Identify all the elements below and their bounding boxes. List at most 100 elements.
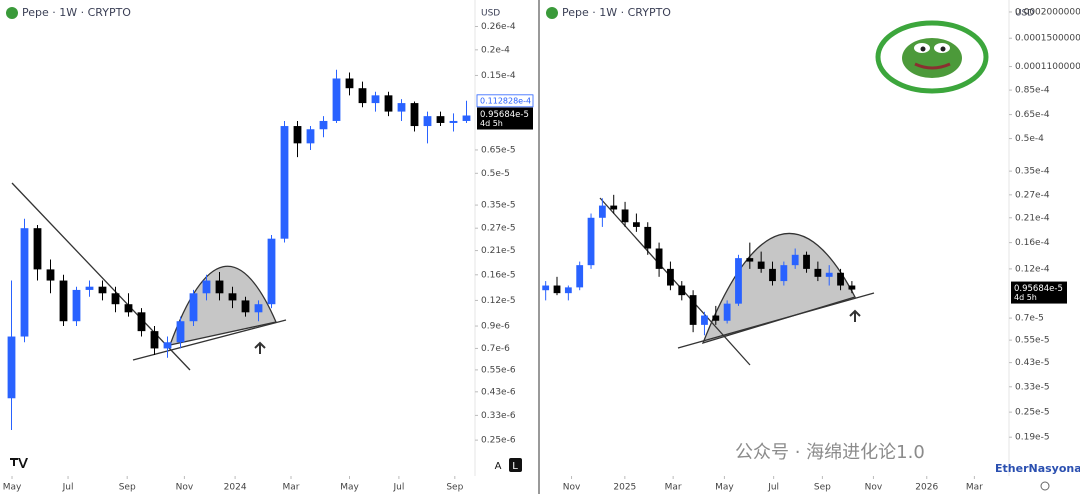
- x-tick-label: Jul: [392, 483, 404, 493]
- y-tick-label: 0.9e-6: [481, 322, 510, 332]
- candle-body: [621, 209, 629, 223]
- chart-title: Pepe · 1W · CRYPTO: [22, 6, 131, 19]
- x-tick-label: Nov: [176, 483, 194, 493]
- last-price-label: 0.95684e-5: [1014, 284, 1063, 294]
- y-tick-label: 0.35e-5: [481, 201, 516, 211]
- candle-body: [825, 272, 833, 277]
- y-tick-label: 0.21e-5: [481, 246, 516, 256]
- arrow: [254, 341, 266, 354]
- candle-body: [712, 315, 720, 321]
- candle-body: [837, 272, 844, 286]
- candle-body: [655, 248, 663, 269]
- trendline: [11, 182, 191, 371]
- x-tick-label: Jul: [62, 483, 74, 493]
- candle-body: [202, 280, 211, 294]
- candle-body: [85, 286, 94, 290]
- y-tick-label: 0.33e-6: [481, 411, 516, 421]
- currency: USD: [1015, 9, 1034, 19]
- x-tick-label: Sep: [814, 483, 831, 493]
- candle-body: [587, 217, 595, 266]
- y-tick-label: 0.85e-4: [1015, 86, 1050, 96]
- y-tick-label: 0.12e-4: [1015, 264, 1050, 274]
- left-annotations: [11, 182, 287, 371]
- y-tick-label: 0.2e-4: [481, 45, 510, 55]
- y-tick-label: 0.33e-5: [1015, 382, 1050, 392]
- marker-price-box: [476, 94, 534, 108]
- y-tick-label: 0.5e-5: [481, 169, 510, 179]
- candle-body: [462, 115, 471, 121]
- candle-body: [780, 265, 788, 282]
- last-price-box: [1011, 281, 1067, 304]
- scale-button[interactable]: L: [512, 461, 518, 472]
- x-tick-label: Nov: [563, 483, 581, 493]
- candle-body: [757, 261, 765, 269]
- candle-body: [644, 226, 652, 249]
- pepe-logo: [875, 20, 989, 94]
- y-tick-label: 0.27e-4: [1015, 190, 1050, 200]
- x-tick-label: May: [715, 483, 734, 493]
- y-tick-label: 0.7e-5: [1015, 314, 1044, 324]
- countdown: 4d 5h: [1014, 293, 1037, 302]
- candle-body: [46, 269, 55, 281]
- y-tick-label: 0.35e-4: [1015, 167, 1050, 177]
- candle-body: [254, 304, 263, 313]
- scale-button-bg: [509, 458, 522, 472]
- x-tick-label: Mar: [966, 483, 983, 493]
- candle-body: [228, 293, 237, 301]
- candle-body: [345, 78, 354, 89]
- candle-body: [33, 228, 42, 270]
- y-tick-label: 0.43e-5: [1015, 358, 1050, 368]
- candle-body: [678, 285, 686, 296]
- candle-body: [150, 331, 159, 349]
- watermark: 公众号 · 海绵进化论1.0: [735, 442, 925, 463]
- trendline: [677, 292, 875, 349]
- candle-body: [241, 300, 250, 313]
- candle-body: [576, 265, 584, 288]
- last-price-label: 0.95684e-5: [480, 110, 529, 120]
- y-tick-label: 0.5e-4: [1015, 134, 1044, 144]
- y-tick-label: 0.19e-5: [1015, 433, 1050, 443]
- y-tick-label: 0.25e-5: [1015, 408, 1050, 418]
- chart-title: Pepe · 1W · CRYPTO: [562, 6, 671, 19]
- y-tick-label: 0.15e-4: [481, 71, 516, 81]
- candle-body: [610, 205, 618, 210]
- settings-icon: [1040, 481, 1050, 491]
- y-tick-label: 0.65e-4: [1015, 110, 1050, 120]
- candle-body: [423, 116, 432, 127]
- y-tick-label: 0.12e-5: [481, 296, 516, 306]
- candle-body: [667, 268, 674, 286]
- y-tick-label: 0.16e-5: [481, 270, 516, 280]
- candle-body: [72, 289, 81, 322]
- candle-body: [769, 268, 776, 282]
- candle-body: [267, 238, 276, 305]
- y-tick-label: 0.21e-4: [1015, 213, 1050, 223]
- candle-body: [319, 120, 328, 130]
- candle-body: [814, 268, 822, 277]
- tv-logo: [10, 458, 28, 468]
- y-tick-label: 0.16e-4: [1015, 238, 1050, 248]
- candle-body: [791, 254, 799, 266]
- x-tick-label: May: [340, 483, 359, 493]
- y-tick-label: 0.55e-5: [1015, 336, 1050, 346]
- marker-price-label: 0.112828e-4: [480, 96, 531, 105]
- candle-body: [98, 286, 107, 294]
- x-tick-label: 2026: [915, 483, 938, 493]
- candle-body: [124, 304, 133, 313]
- x-tick-label: Sep: [446, 483, 463, 493]
- x-tick-label: Nov: [865, 483, 883, 493]
- candle-body: [306, 129, 315, 144]
- candle-body: [689, 295, 697, 325]
- candle-body: [633, 222, 640, 227]
- candle-body: [803, 254, 810, 269]
- candle-body: [397, 103, 406, 112]
- countdown: 4d 5h: [480, 119, 503, 128]
- scale-button[interactable]: A: [495, 461, 502, 472]
- candle-body: [746, 258, 754, 262]
- candle-body: [293, 126, 302, 144]
- candle-body: [163, 342, 172, 349]
- candle-body: [20, 228, 29, 337]
- y-tick-label: 0.27e-5: [481, 224, 516, 234]
- candle-body: [7, 336, 16, 399]
- candle-body: [723, 303, 731, 321]
- candle-body: [598, 205, 606, 218]
